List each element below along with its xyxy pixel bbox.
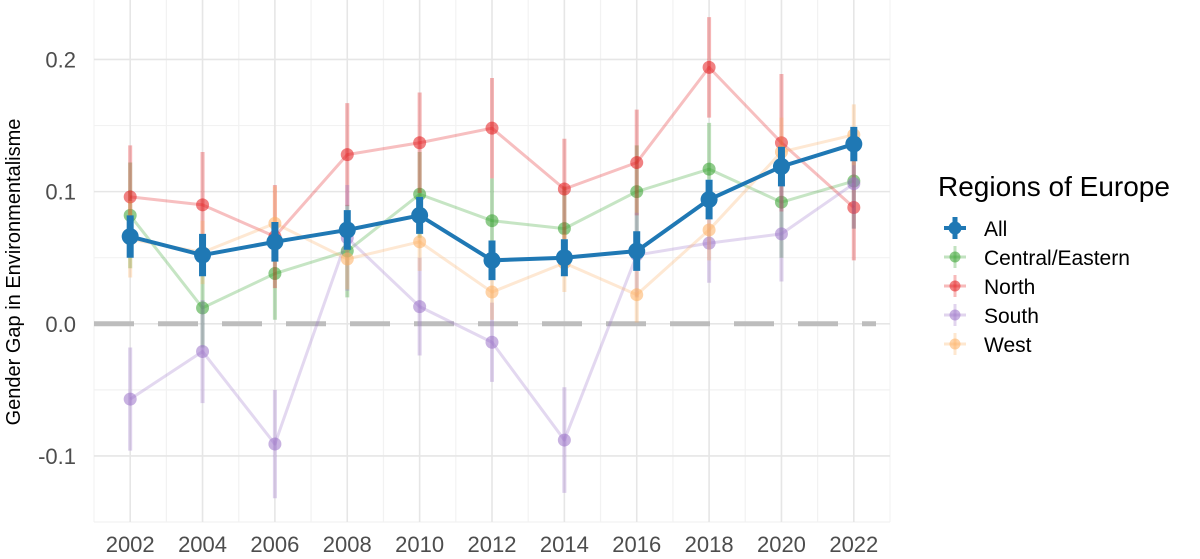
x-tick-label: 2012 bbox=[468, 532, 517, 557]
legend-title: Regions of Europe bbox=[938, 171, 1170, 202]
data-point bbox=[702, 236, 716, 250]
legend-item-north: North bbox=[944, 275, 1035, 299]
legend-label: West bbox=[984, 334, 1032, 357]
legend-item-west: West bbox=[944, 333, 1032, 357]
x-tick-label: 2022 bbox=[829, 532, 878, 557]
data-point bbox=[196, 301, 210, 315]
data-point bbox=[557, 182, 571, 196]
x-tick-label: 2016 bbox=[612, 532, 661, 557]
data-point bbox=[194, 246, 212, 264]
data-point bbox=[413, 136, 427, 150]
data-point bbox=[485, 121, 499, 135]
data-point bbox=[340, 252, 354, 266]
data-point bbox=[847, 200, 861, 214]
data-point bbox=[700, 191, 718, 209]
legend-label: All bbox=[984, 218, 1007, 241]
data-point bbox=[630, 288, 644, 302]
x-tick-label: 2008 bbox=[323, 532, 372, 557]
x-tick-label: 2010 bbox=[395, 532, 444, 557]
data-point bbox=[196, 345, 210, 359]
series-north bbox=[123, 17, 861, 289]
legend-point-key bbox=[949, 251, 961, 263]
data-point bbox=[630, 185, 644, 199]
data-point bbox=[557, 222, 571, 236]
data-point bbox=[413, 300, 427, 314]
series-all bbox=[121, 126, 863, 281]
data-point bbox=[413, 235, 427, 249]
data-point bbox=[485, 285, 499, 299]
data-point bbox=[555, 249, 573, 267]
data-point bbox=[121, 228, 139, 246]
y-tick-label: 0.0 bbox=[45, 312, 76, 337]
x-tick-label: 2018 bbox=[685, 532, 734, 557]
data-point bbox=[702, 223, 716, 237]
x-tick-label: 2014 bbox=[540, 532, 589, 557]
legend-point-key bbox=[948, 221, 962, 235]
x-tick-label: 2004 bbox=[178, 532, 227, 557]
legend-item-central-eastern: Central/Eastern bbox=[944, 246, 1130, 270]
legend-item-south: South bbox=[944, 304, 1039, 328]
data-point bbox=[411, 206, 429, 224]
data-point bbox=[702, 162, 716, 176]
legend-point-key bbox=[949, 309, 961, 321]
x-tick-label: 2020 bbox=[757, 532, 806, 557]
data-point bbox=[557, 433, 571, 447]
data-point bbox=[485, 335, 499, 349]
axes: Gender Gap in Environmentalisme -0.1 0.0 0… bbox=[3, 47, 878, 557]
data-point bbox=[774, 136, 788, 150]
data-point bbox=[630, 156, 644, 170]
legend-label: North bbox=[984, 276, 1035, 299]
legend: Regions of Europe All Central/Eastern Nort… bbox=[938, 171, 1170, 357]
data-point bbox=[268, 437, 282, 451]
x-tick-label: 2006 bbox=[250, 532, 299, 557]
data-point bbox=[774, 227, 788, 241]
data-point bbox=[340, 148, 354, 162]
legend-point-key bbox=[949, 280, 961, 292]
data-point bbox=[483, 251, 501, 269]
data-point bbox=[338, 221, 356, 239]
legend-point-key bbox=[949, 338, 961, 350]
legend-label: Central/Eastern bbox=[984, 247, 1130, 270]
data-point bbox=[845, 135, 863, 153]
data-point bbox=[485, 214, 499, 228]
data-point bbox=[123, 392, 137, 406]
data-point bbox=[702, 60, 716, 74]
y-axis-title: Gender Gap in Environmentalisme bbox=[3, 119, 25, 426]
data-point bbox=[774, 195, 788, 209]
y-tick-label: 0.1 bbox=[45, 180, 76, 205]
data-point bbox=[266, 233, 284, 251]
data-point bbox=[123, 190, 137, 204]
y-tick-label: 0.2 bbox=[45, 47, 76, 72]
y-tick-label: -0.1 bbox=[38, 444, 76, 469]
data-point bbox=[268, 267, 282, 281]
legend-label: South bbox=[984, 305, 1039, 328]
data-point bbox=[628, 242, 646, 260]
data-point bbox=[847, 177, 861, 191]
data-point bbox=[196, 198, 210, 212]
plot-area bbox=[121, 17, 863, 499]
legend-item-all: All bbox=[944, 217, 1007, 241]
data-point bbox=[772, 158, 790, 176]
x-tick-label: 2002 bbox=[106, 532, 155, 557]
